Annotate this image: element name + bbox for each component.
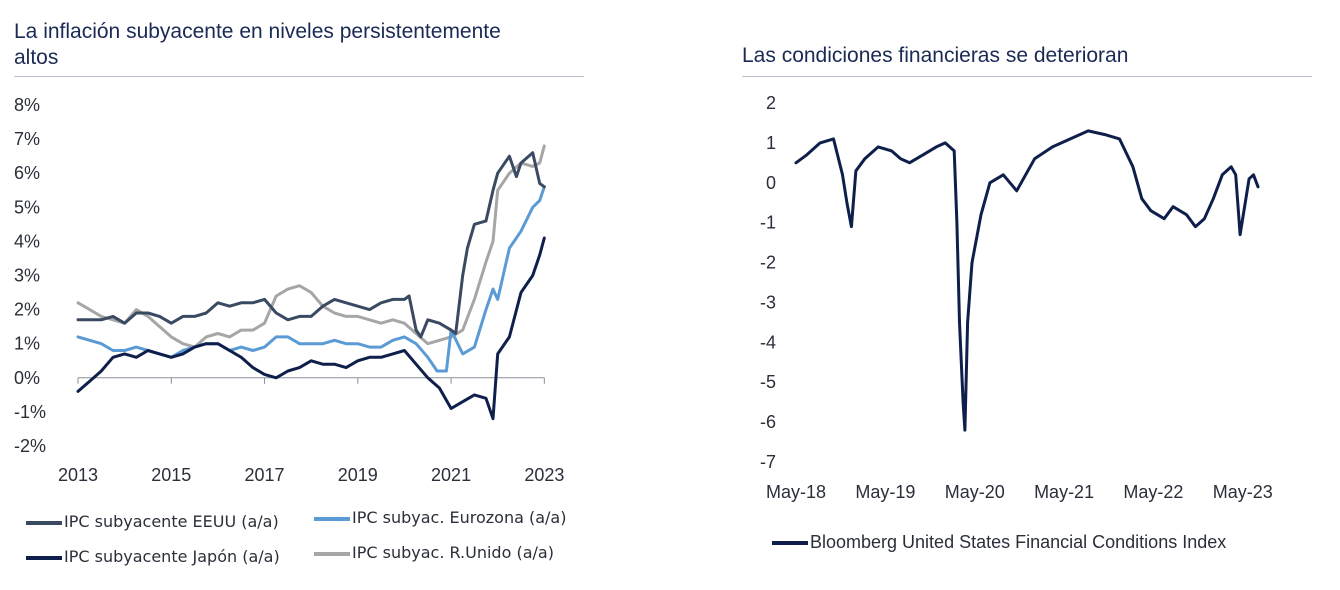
legend-item-eeuu: IPC subyacente EEUU (a/a) (26, 512, 279, 531)
left-y-tick-label: -1% (14, 402, 46, 422)
legend-label-eeuu: IPC subyacente EEUU (a/a) (64, 512, 279, 531)
right-x-tick-label: May-22 (1123, 482, 1183, 502)
right-x-tick-label: May-21 (1034, 482, 1094, 502)
right-y-tick-label: 2 (766, 93, 776, 113)
legend-item-japon: IPC subyacente Japón (a/a) (26, 547, 280, 566)
right-y-tick-label: 1 (766, 133, 776, 153)
right-y-tick-label: -2 (760, 253, 776, 273)
legend-swatch-bloomberg (772, 541, 808, 546)
right-x-tick-label: May-19 (855, 482, 915, 502)
right-chart: 2 1 0 -1 -2 -3 -4 -5 -6 -7 May-18 May-19 May-20 May-2… (760, 93, 1273, 502)
left-y-tick-label: 6% (14, 163, 40, 183)
legend-swatch-eurozona (314, 516, 350, 521)
left-chart-title-line-2: altos (14, 46, 59, 69)
right-title-rule (742, 76, 1312, 77)
legend-swatch-japon (26, 555, 62, 560)
left-y-tick-label: 3% (14, 266, 40, 286)
legend-label-reino-unido: IPC subyac. R.Unido (a/a) (352, 543, 554, 562)
left-x-tick-label: 2019 (338, 465, 378, 485)
series-line-eurozona (76, 185, 546, 373)
series-line-japon (76, 236, 546, 421)
left-legend: IPC subyacente EEUU (a/a) IPC subyac. Eu… (26, 508, 596, 578)
right-chart-title: Las condiciones financieras se deteriora… (742, 44, 1129, 67)
left-y-tick-label: 5% (14, 197, 40, 217)
series-line-bloomberg (794, 129, 1260, 432)
left-x-tick-label: 2021 (431, 465, 471, 485)
legend-label-bloomberg: Bloomberg United States Financial Condit… (810, 532, 1227, 552)
right-x-tick-label: May-18 (766, 482, 826, 502)
right-y-tick-label: -3 (760, 292, 776, 312)
left-y-tick-label: 0% (14, 368, 40, 388)
legend-item-eurozona: IPC subyac. Eurozona (a/a) (314, 508, 566, 527)
right-x-tick-label: May-20 (945, 482, 1005, 502)
right-y-tick-label: -4 (760, 332, 776, 352)
legend-item-reino-unido: IPC subyac. R.Unido (a/a) (314, 543, 554, 562)
left-y-tick-label: 8% (14, 95, 40, 115)
left-y-tick-label: 7% (14, 129, 40, 149)
right-y-tick-label: -7 (760, 452, 776, 472)
legend-swatch-eeuu (26, 520, 62, 525)
left-chart-title: La inflación subyacente en niveles persi… (14, 19, 584, 71)
legend-label-eurozona: IPC subyac. Eurozona (a/a) (352, 508, 567, 527)
series-line-eeuu (76, 151, 546, 339)
left-x-tick-label: 2013 (58, 465, 98, 485)
left-y-tick-label: 1% (14, 334, 40, 354)
right-y-tick-label: -5 (760, 372, 776, 392)
left-y-tick-label: -2% (14, 436, 46, 456)
left-chart: 8% 7% 6% 5% 4% 3% 2% 1% 0% -1% -2% 2013 2015 2017 2019… (14, 95, 564, 485)
left-x-tick-label: 2015 (151, 465, 191, 485)
left-title-rule (14, 76, 584, 77)
left-chart-title-line-1: La inflación subyacente en niveles persi… (14, 20, 501, 43)
right-legend: Bloomberg United States Financial Condit… (772, 532, 1226, 553)
right-y-tick-label: 0 (766, 173, 776, 193)
right-y-tick-label: -6 (760, 412, 776, 432)
left-x-tick-label: 2017 (245, 465, 285, 485)
left-y-tick-label: 4% (14, 231, 40, 251)
left-y-tick-label: 2% (14, 300, 40, 320)
legend-swatch-reino-unido (314, 551, 350, 556)
right-y-tick-label: -1 (760, 213, 776, 233)
right-x-tick-label: May-23 (1213, 482, 1273, 502)
left-x-tick-label: 2023 (524, 465, 564, 485)
legend-label-japon: IPC subyacente Japón (a/a) (64, 547, 280, 566)
